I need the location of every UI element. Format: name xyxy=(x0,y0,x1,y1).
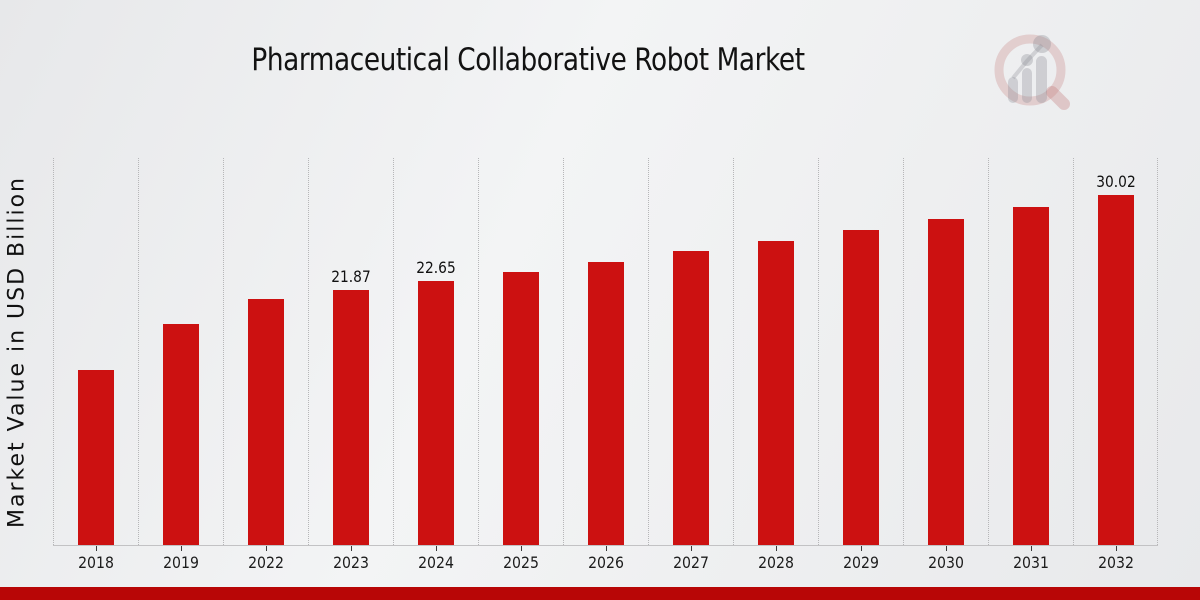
x-tick-label-2030: 2030 xyxy=(928,553,964,572)
x-axis-tick xyxy=(776,546,777,551)
footer-banner xyxy=(0,587,1200,600)
bar-value-label-2024: 22.65 xyxy=(416,258,456,277)
bar-2029 xyxy=(843,230,879,545)
x-tick-label-2026: 2026 xyxy=(588,553,624,572)
gridline xyxy=(563,158,564,545)
x-axis-tick xyxy=(691,546,692,551)
x-tick-label-2023: 2023 xyxy=(333,553,369,572)
x-axis-tick xyxy=(436,546,437,551)
gridline xyxy=(393,158,394,545)
bar-value-label-2032: 30.02 xyxy=(1096,172,1136,191)
bar-2028 xyxy=(758,241,794,545)
bar-2030 xyxy=(928,219,964,545)
bar-2032 xyxy=(1098,195,1134,545)
bar-2018 xyxy=(78,370,114,545)
x-axis-tick xyxy=(861,546,862,551)
x-axis-tick xyxy=(946,546,947,551)
bar-2031 xyxy=(1013,207,1049,545)
x-axis: 2018 2019 2022 2023 2024 2025 2026 2027 2028 2029… xyxy=(53,546,1158,576)
x-axis-tick xyxy=(181,546,182,551)
x-axis-tick xyxy=(351,546,352,551)
x-axis-tick xyxy=(266,546,267,551)
gridline xyxy=(988,158,989,545)
x-tick-label-2022: 2022 xyxy=(248,553,284,572)
chart-title: Pharmaceutical Collaborative Robot Marke… xyxy=(251,42,805,78)
gridline xyxy=(1073,158,1074,545)
x-axis-tick xyxy=(96,546,97,551)
x-tick-label-2028: 2028 xyxy=(758,553,794,572)
bar-2026 xyxy=(588,262,624,545)
gridline xyxy=(1157,158,1158,545)
gridline xyxy=(733,158,734,545)
x-tick-label-2024: 2024 xyxy=(418,553,454,572)
bar-2022 xyxy=(248,299,284,545)
gridline xyxy=(53,158,54,545)
gridline xyxy=(818,158,819,545)
x-tick-label-2031: 2031 xyxy=(1013,553,1049,572)
gridline xyxy=(138,158,139,545)
bar-2025 xyxy=(503,272,539,545)
gridline xyxy=(308,158,309,545)
plot-area: 21.87 22.65 30.02 xyxy=(53,158,1158,546)
x-tick-label-2025: 2025 xyxy=(503,553,539,572)
gridline xyxy=(223,158,224,545)
x-axis-tick xyxy=(1116,546,1117,551)
bar-2019 xyxy=(163,324,199,545)
bar-2023 xyxy=(333,290,369,545)
x-axis-tick xyxy=(521,546,522,551)
x-axis-tick xyxy=(1031,546,1032,551)
y-axis-label: Market Value in USD Billion xyxy=(4,175,30,529)
x-tick-label-2018: 2018 xyxy=(78,553,114,572)
gridline xyxy=(648,158,649,545)
x-tick-label-2027: 2027 xyxy=(673,553,709,572)
gridline xyxy=(903,158,904,545)
x-axis-tick xyxy=(606,546,607,551)
bar-2027 xyxy=(673,251,709,545)
x-tick-label-2032: 2032 xyxy=(1098,553,1134,572)
trend-bars-icon xyxy=(1008,35,1051,103)
gridline xyxy=(478,158,479,545)
magnifier-bar-chart-logo-icon xyxy=(994,34,1070,110)
magnifier-icon xyxy=(994,34,1070,110)
x-tick-label-2019: 2019 xyxy=(163,553,199,572)
bar-value-label-2023: 21.87 xyxy=(331,267,371,286)
x-tick-label-2029: 2029 xyxy=(843,553,879,572)
bar-2024 xyxy=(418,281,454,545)
